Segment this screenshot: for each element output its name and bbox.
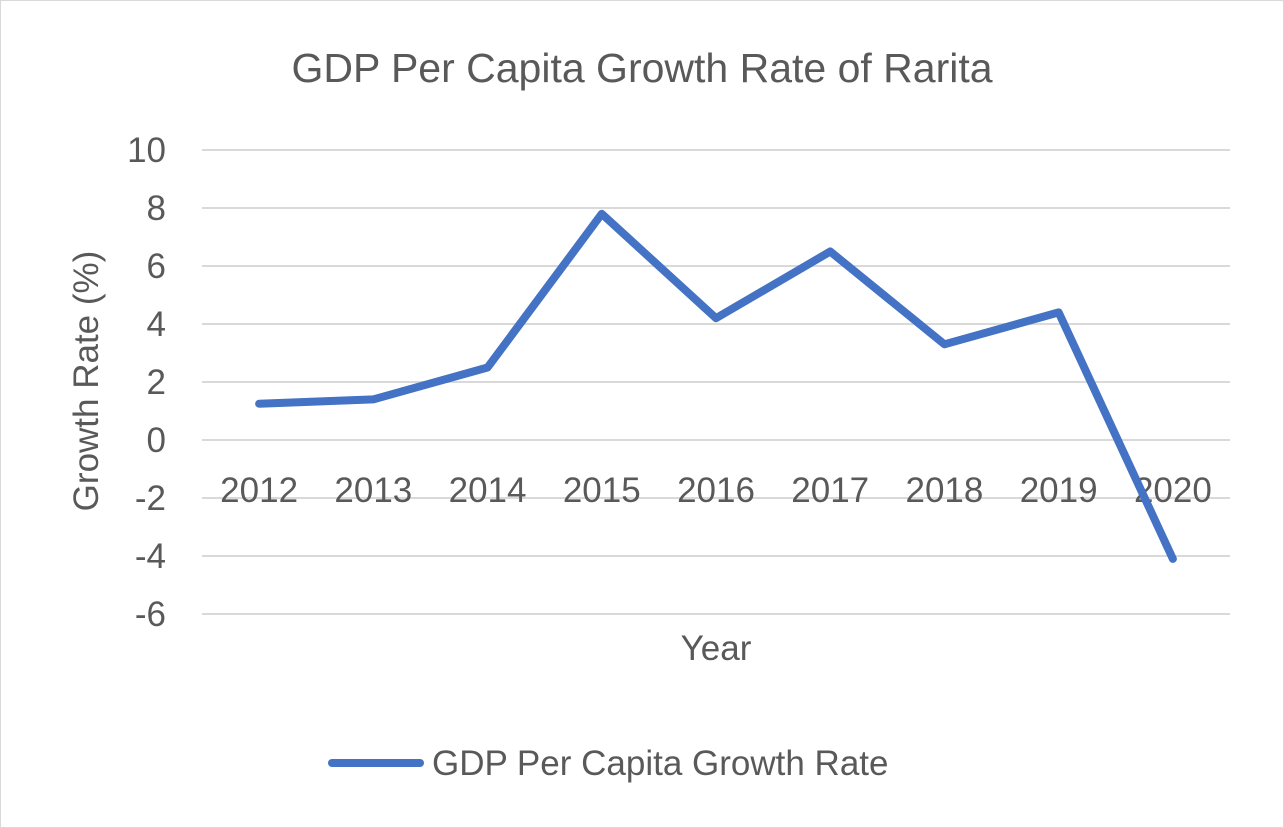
y-axis-ticks: 10 8 6 4 2 0 -2 -4 -6 xyxy=(127,131,166,634)
y-tick-label: -2 xyxy=(135,479,166,518)
y-tick-label: 6 xyxy=(147,247,166,286)
series-group xyxy=(255,209,1177,563)
x-tick-label: 2018 xyxy=(906,471,984,510)
x-axis-ticks: 2012 2013 2014 2015 2016 2017 2018 2019 2020 xyxy=(220,471,1212,510)
legend-label-gdp-per-capita-growth-rate: GDP Per Capita Growth Rate xyxy=(432,744,889,783)
y-tick-label: 8 xyxy=(147,189,166,228)
gridlines xyxy=(202,149,1230,615)
x-tick-label: 2012 xyxy=(220,471,298,510)
y-axis-title: Growth Rate (%) xyxy=(67,251,106,512)
y-tick-label: 0 xyxy=(147,421,166,460)
x-tick-label: 2014 xyxy=(449,471,527,510)
x-tick-label: 2016 xyxy=(677,471,755,510)
y-tick-label: 10 xyxy=(127,131,166,170)
x-tick-label: 2017 xyxy=(791,471,869,510)
chart-title: GDP Per Capita Growth Rate of Rarita xyxy=(291,45,992,91)
x-tick-label: 2019 xyxy=(1020,471,1098,510)
legend: GDP Per Capita Growth Rate xyxy=(328,744,889,783)
x-tick-label: 2013 xyxy=(334,471,412,510)
y-tick-label: 4 xyxy=(147,305,166,344)
x-axis-title: Year xyxy=(681,629,752,668)
y-tick-label: -4 xyxy=(135,537,166,576)
x-tick-label: 2015 xyxy=(563,471,641,510)
y-tick-label: 2 xyxy=(147,363,166,402)
y-tick-label: -6 xyxy=(135,595,166,634)
